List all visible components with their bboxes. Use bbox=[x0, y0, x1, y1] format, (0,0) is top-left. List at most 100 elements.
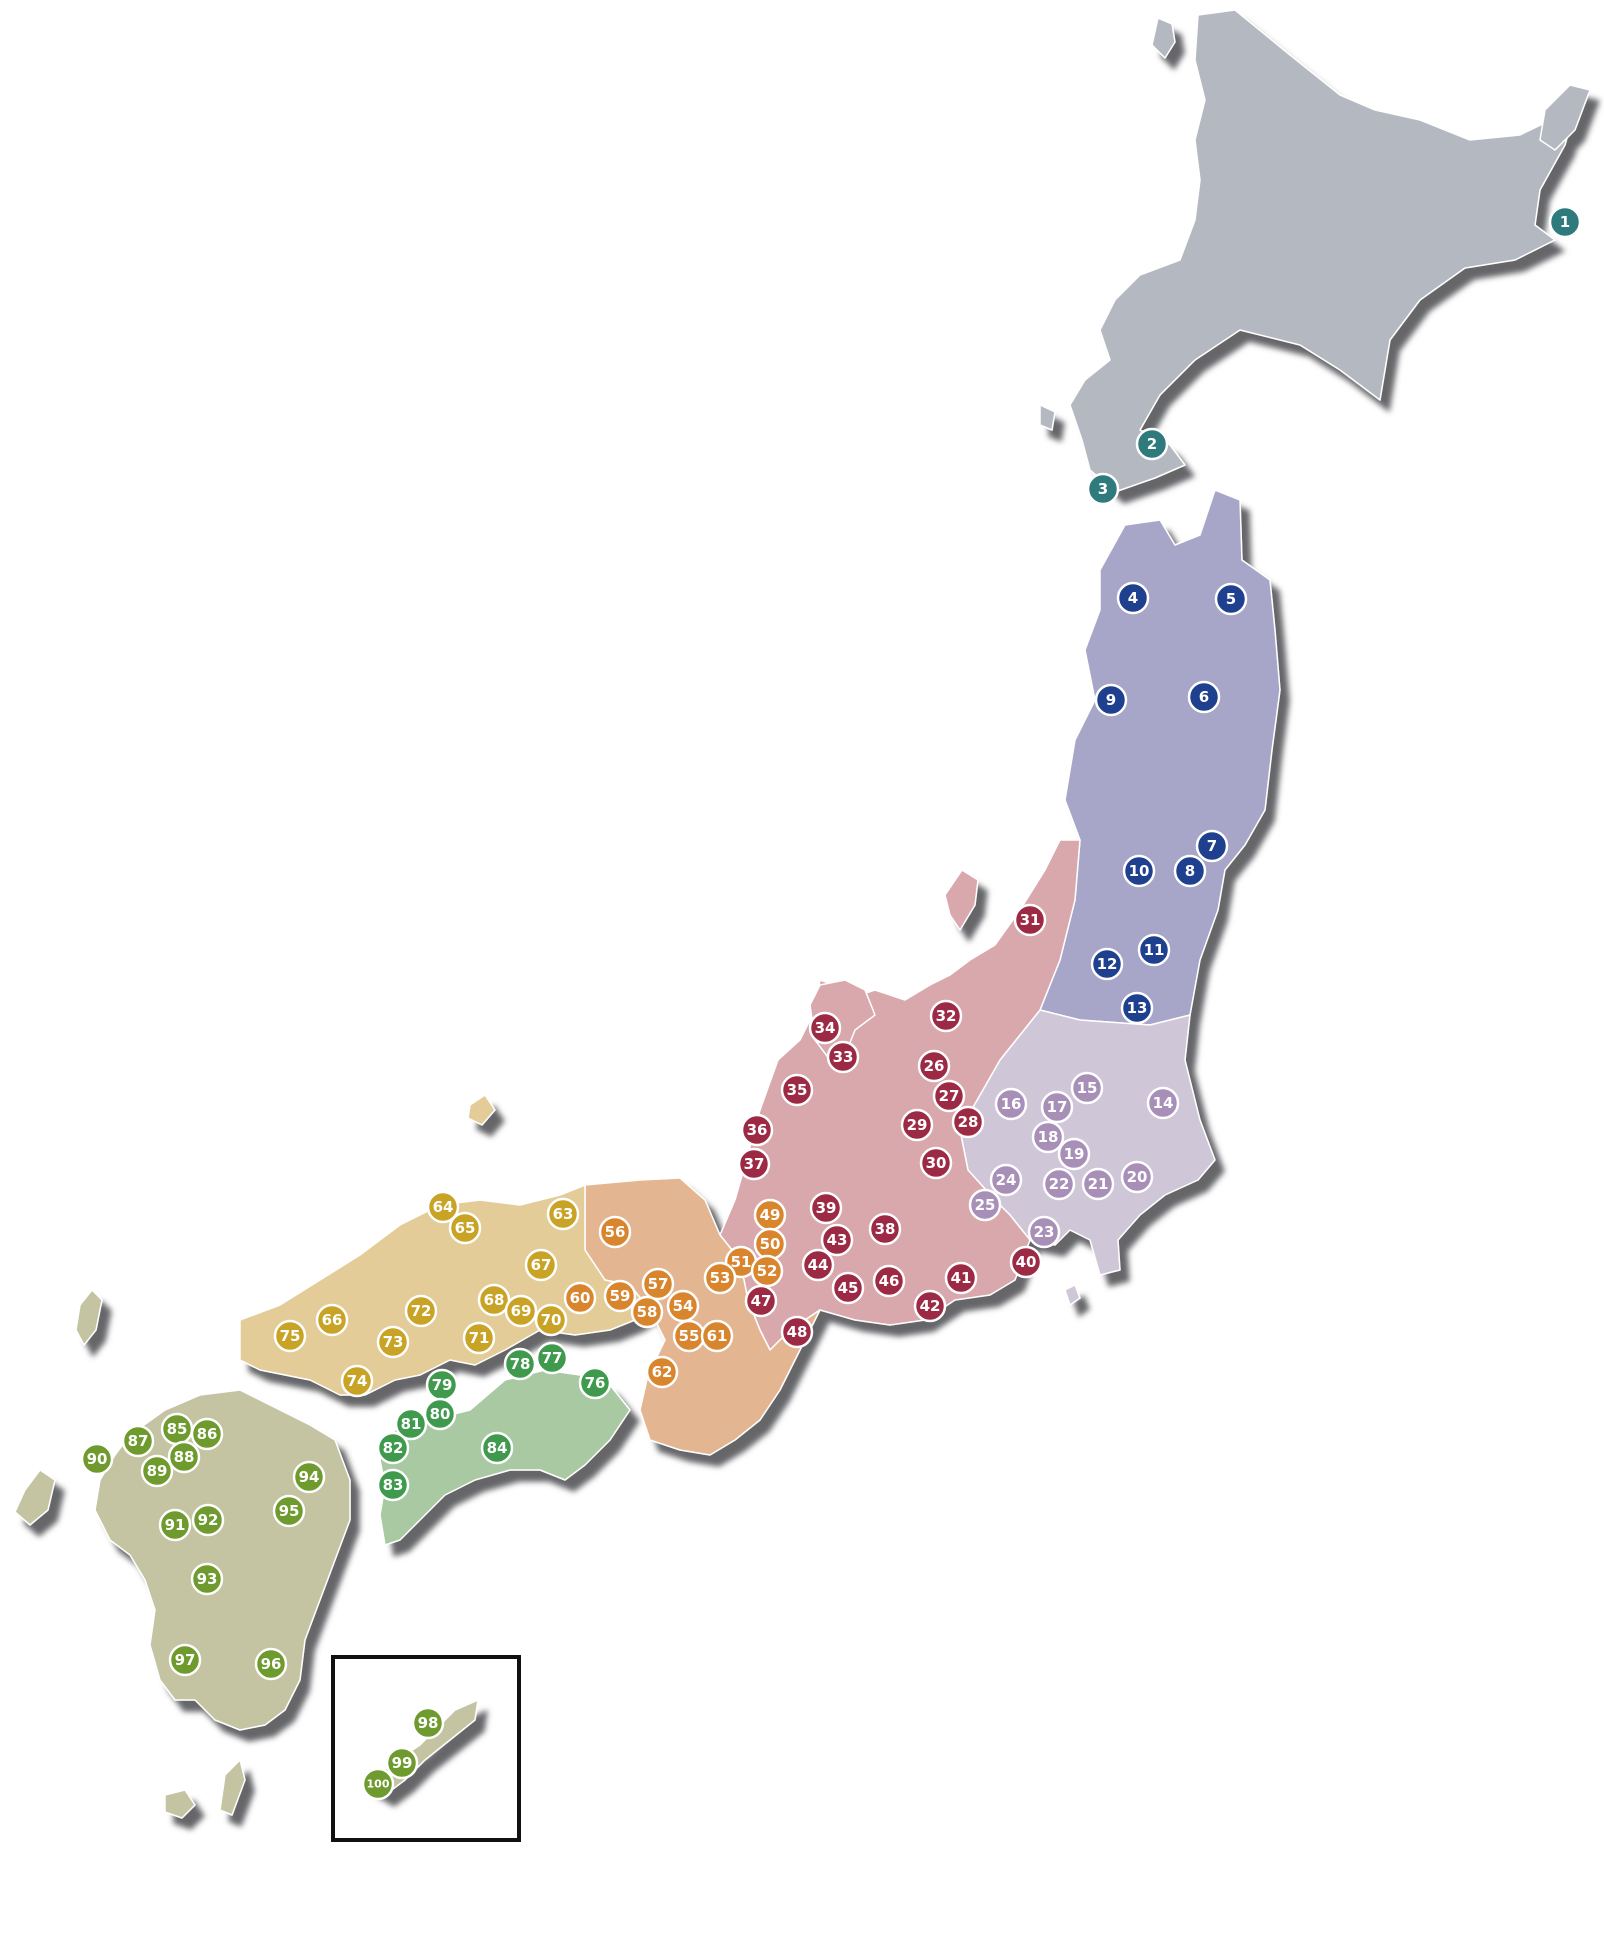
marker-81[interactable]: 81 bbox=[394, 1407, 428, 1441]
marker-26[interactable]: 26 bbox=[917, 1049, 951, 1083]
marker-92[interactable]: 92 bbox=[191, 1503, 225, 1537]
marker-4[interactable]: 4 bbox=[1116, 581, 1150, 615]
marker-52[interactable]: 52 bbox=[750, 1254, 784, 1288]
marker-11[interactable]: 11 bbox=[1137, 933, 1171, 967]
marker-75[interactable]: 75 bbox=[273, 1319, 307, 1353]
marker-94[interactable]: 94 bbox=[292, 1460, 326, 1494]
marker-91[interactable]: 91 bbox=[158, 1508, 192, 1542]
marker-78[interactable]: 78 bbox=[503, 1347, 537, 1381]
marker-54[interactable]: 54 bbox=[666, 1289, 700, 1323]
marker-67[interactable]: 67 bbox=[524, 1248, 558, 1282]
marker-40[interactable]: 40 bbox=[1009, 1245, 1043, 1279]
marker-49[interactable]: 49 bbox=[753, 1198, 787, 1232]
marker-84[interactable]: 84 bbox=[480, 1431, 514, 1465]
marker-31[interactable]: 31 bbox=[1013, 903, 1047, 937]
marker-64[interactable]: 64 bbox=[426, 1190, 460, 1224]
marker-19[interactable]: 19 bbox=[1057, 1137, 1091, 1171]
marker-53[interactable]: 53 bbox=[703, 1261, 737, 1295]
marker-43[interactable]: 43 bbox=[820, 1223, 854, 1257]
marker-10[interactable]: 10 bbox=[1122, 854, 1156, 888]
marker-2[interactable]: 2 bbox=[1135, 427, 1169, 461]
marker-72[interactable]: 72 bbox=[404, 1294, 438, 1328]
marker-98[interactable]: 98 bbox=[411, 1706, 445, 1740]
marker-73[interactable]: 73 bbox=[376, 1325, 410, 1359]
marker-63[interactable]: 63 bbox=[546, 1197, 580, 1231]
marker-7[interactable]: 7 bbox=[1195, 829, 1229, 863]
marker-71[interactable]: 71 bbox=[462, 1321, 496, 1355]
marker-35[interactable]: 35 bbox=[780, 1073, 814, 1107]
marker-66[interactable]: 66 bbox=[315, 1303, 349, 1337]
marker-70[interactable]: 70 bbox=[534, 1303, 568, 1337]
marker-93[interactable]: 93 bbox=[190, 1562, 224, 1596]
marker-33[interactable]: 33 bbox=[826, 1040, 860, 1074]
marker-68[interactable]: 68 bbox=[477, 1283, 511, 1317]
marker-17[interactable]: 17 bbox=[1040, 1090, 1074, 1124]
marker-38[interactable]: 38 bbox=[868, 1212, 902, 1246]
marker-42[interactable]: 42 bbox=[913, 1289, 947, 1323]
marker-57[interactable]: 57 bbox=[641, 1267, 675, 1301]
marker-28[interactable]: 28 bbox=[951, 1105, 985, 1139]
marker-24[interactable]: 24 bbox=[989, 1163, 1023, 1197]
marker-32[interactable]: 32 bbox=[929, 999, 963, 1033]
marker-37[interactable]: 37 bbox=[737, 1147, 771, 1181]
marker-8[interactable]: 8 bbox=[1173, 854, 1207, 888]
marker-100[interactable]: 100 bbox=[361, 1767, 395, 1801]
marker-86[interactable]: 86 bbox=[190, 1417, 224, 1451]
marker-21[interactable]: 21 bbox=[1081, 1167, 1115, 1201]
marker-83[interactable]: 83 bbox=[376, 1468, 410, 1502]
marker-44[interactable]: 44 bbox=[801, 1248, 835, 1282]
marker-12[interactable]: 12 bbox=[1090, 947, 1124, 981]
marker-45[interactable]: 45 bbox=[831, 1271, 865, 1305]
marker-80[interactable]: 80 bbox=[423, 1397, 457, 1431]
marker-96[interactable]: 96 bbox=[254, 1647, 288, 1681]
marker-3[interactable]: 3 bbox=[1086, 472, 1120, 506]
marker-23[interactable]: 23 bbox=[1027, 1215, 1061, 1249]
marker-41[interactable]: 41 bbox=[944, 1261, 978, 1295]
marker-label: 17 bbox=[1047, 1098, 1068, 1116]
marker-79[interactable]: 79 bbox=[425, 1368, 459, 1402]
marker-61[interactable]: 61 bbox=[700, 1319, 734, 1353]
marker-97[interactable]: 97 bbox=[168, 1643, 202, 1677]
marker-16[interactable]: 16 bbox=[994, 1087, 1028, 1121]
marker-99[interactable]: 99 bbox=[385, 1746, 419, 1780]
marker-60[interactable]: 60 bbox=[563, 1281, 597, 1315]
marker-18[interactable]: 18 bbox=[1031, 1120, 1065, 1154]
marker-65[interactable]: 65 bbox=[448, 1211, 482, 1245]
marker-29[interactable]: 29 bbox=[900, 1108, 934, 1142]
marker-59[interactable]: 59 bbox=[603, 1279, 637, 1313]
marker-48[interactable]: 48 bbox=[780, 1315, 814, 1349]
marker-20[interactable]: 20 bbox=[1120, 1160, 1154, 1194]
marker-27[interactable]: 27 bbox=[932, 1079, 966, 1113]
marker-85[interactable]: 85 bbox=[160, 1412, 194, 1446]
marker-74[interactable]: 74 bbox=[340, 1364, 374, 1398]
marker-34[interactable]: 34 bbox=[808, 1011, 842, 1045]
marker-95[interactable]: 95 bbox=[272, 1494, 306, 1528]
marker-87[interactable]: 87 bbox=[121, 1424, 155, 1458]
marker-5[interactable]: 5 bbox=[1214, 582, 1248, 616]
marker-47[interactable]: 47 bbox=[744, 1284, 778, 1318]
marker-58[interactable]: 58 bbox=[630, 1295, 664, 1329]
marker-46[interactable]: 46 bbox=[872, 1264, 906, 1298]
marker-76[interactable]: 76 bbox=[578, 1366, 612, 1400]
marker-36[interactable]: 36 bbox=[740, 1113, 774, 1147]
marker-56[interactable]: 56 bbox=[598, 1215, 632, 1249]
marker-1[interactable]: 1 bbox=[1548, 205, 1582, 239]
marker-89[interactable]: 89 bbox=[140, 1454, 174, 1488]
marker-62[interactable]: 62 bbox=[645, 1355, 679, 1389]
marker-30[interactable]: 30 bbox=[919, 1146, 953, 1180]
marker-14[interactable]: 14 bbox=[1146, 1086, 1180, 1120]
marker-13[interactable]: 13 bbox=[1120, 991, 1154, 1025]
marker-88[interactable]: 88 bbox=[167, 1440, 201, 1474]
marker-77[interactable]: 77 bbox=[535, 1341, 569, 1375]
marker-15[interactable]: 15 bbox=[1070, 1071, 1104, 1105]
marker-50[interactable]: 50 bbox=[753, 1227, 787, 1261]
marker-69[interactable]: 69 bbox=[504, 1294, 538, 1328]
marker-39[interactable]: 39 bbox=[809, 1191, 843, 1225]
marker-9[interactable]: 9 bbox=[1094, 683, 1128, 717]
marker-6[interactable]: 6 bbox=[1187, 680, 1221, 714]
marker-55[interactable]: 55 bbox=[672, 1319, 706, 1353]
marker-82[interactable]: 82 bbox=[376, 1431, 410, 1465]
marker-25[interactable]: 25 bbox=[968, 1188, 1002, 1222]
marker-22[interactable]: 22 bbox=[1042, 1167, 1076, 1201]
marker-90[interactable]: 90 bbox=[80, 1442, 114, 1476]
